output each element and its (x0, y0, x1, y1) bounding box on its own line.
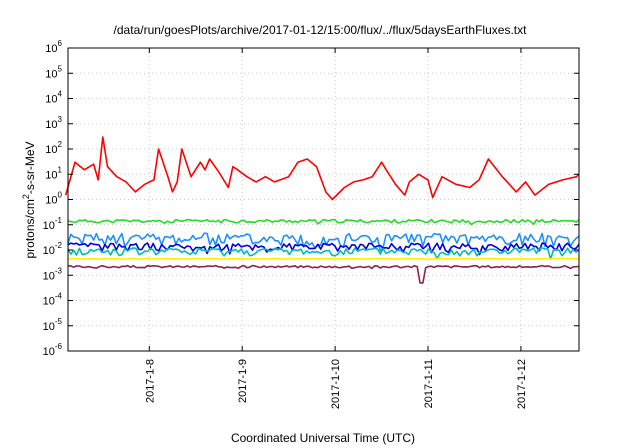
y-tick-label: 104 (45, 90, 62, 106)
series-line-6 (67, 257, 580, 261)
series-line-3 (67, 232, 580, 252)
series-line-7 (67, 264, 580, 284)
x-ticks: 2017-1-8 2017-1-9 2017-1-10 2017-1-11 2017-1… (144, 48, 528, 409)
chart-title: /data/run/goesPlots/archive/2017-01-12/1… (114, 23, 528, 37)
series-line-4 (67, 242, 580, 256)
x-tick-label: 2017-1-9 (237, 359, 249, 403)
x-tick-label: 2017-1-8 (144, 359, 156, 403)
y-tick-label: 10-2 (43, 241, 63, 257)
x-tick-label: 2017-1-12 (516, 359, 528, 409)
x-tick-label: 2017-1-10 (330, 359, 342, 409)
x-axis-label: Coordinated Universal Time (UTC) (231, 431, 415, 445)
y-tick-label: 103 (45, 115, 62, 131)
x-tick-label: 2017-1-11 (423, 359, 435, 408)
y-tick-label: 100 (45, 191, 62, 207)
series-line-2 (67, 218, 580, 226)
y-axis-label: protons/cm2-s-sr-MeV (21, 141, 37, 258)
y-tick-label: 101 (45, 165, 62, 181)
y-ticks: 10-6 10-5 10-4 10-3 10-2 10-1 100 101 102 103 104 1… (43, 39, 579, 358)
y-tick-label: 102 (45, 140, 62, 156)
y-tick-label: 10-5 (43, 317, 63, 333)
y-tick-label: 10-4 (43, 292, 63, 308)
y-tick-label: 10-3 (43, 266, 63, 282)
grid (68, 48, 579, 351)
y-tick-label: 105 (45, 64, 62, 80)
series-line-5 (67, 247, 580, 260)
series-lines (64, 136, 580, 284)
y-tick-label: 10-6 (43, 342, 63, 358)
series-line-1 (64, 136, 580, 201)
y-tick-label: 10-1 (43, 216, 63, 232)
plot-frame (67, 47, 580, 352)
y-tick-label: 106 (45, 39, 62, 55)
